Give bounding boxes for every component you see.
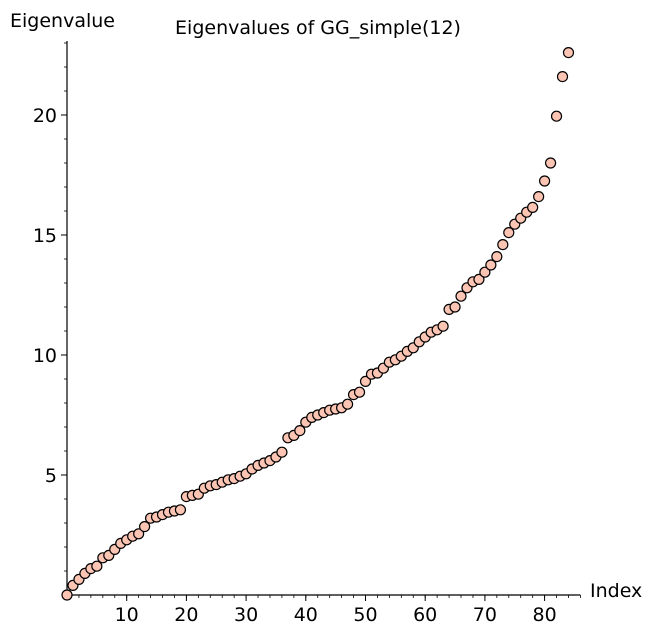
x-tick-label: 60 xyxy=(413,604,437,626)
data-point xyxy=(359,375,372,387)
x-tick-label: 70 xyxy=(473,604,497,626)
data-point xyxy=(544,157,557,169)
data-point xyxy=(353,386,366,398)
x-tick-label: 20 xyxy=(174,604,198,626)
x-tick-label: 40 xyxy=(294,604,318,626)
x-tick-label: 80 xyxy=(533,604,557,626)
data-point xyxy=(562,46,575,59)
data-point xyxy=(341,398,354,410)
data-point xyxy=(437,320,449,332)
x-axis-label: Index xyxy=(590,580,642,602)
data-point xyxy=(294,425,306,437)
axes xyxy=(66,41,581,596)
data-point xyxy=(485,259,497,271)
y-axis-label: Eigenvalue xyxy=(10,10,115,32)
data-points xyxy=(61,46,575,601)
y-tick-label: 10 xyxy=(33,345,57,367)
x-tick-label: 30 xyxy=(234,604,258,626)
data-point xyxy=(497,239,509,251)
data-point xyxy=(91,560,103,572)
data-point xyxy=(556,70,569,83)
data-point xyxy=(473,273,485,285)
data-point xyxy=(61,589,73,601)
data-point xyxy=(503,227,515,239)
data-point xyxy=(276,446,288,458)
chart-title: Eigenvalues of GG_simple(12) xyxy=(175,17,461,39)
data-point xyxy=(139,520,151,533)
ticks: 10 20 30 40 50 60 70 80 5 10 15 20 xyxy=(33,42,581,626)
data-point xyxy=(527,201,539,213)
data-point xyxy=(533,191,545,203)
data-point xyxy=(174,504,187,516)
y-tick-label: 15 xyxy=(33,225,57,247)
data-point xyxy=(550,110,563,122)
y-tick-label: 5 xyxy=(45,465,57,487)
x-tick-label: 10 xyxy=(115,604,139,626)
data-point xyxy=(455,290,467,302)
data-point xyxy=(133,528,145,540)
x-tick-label: 50 xyxy=(353,604,377,626)
data-point xyxy=(538,175,551,187)
data-point xyxy=(479,266,491,278)
y-tick-label: 20 xyxy=(33,105,57,127)
data-point xyxy=(449,301,461,313)
data-point xyxy=(491,251,503,263)
